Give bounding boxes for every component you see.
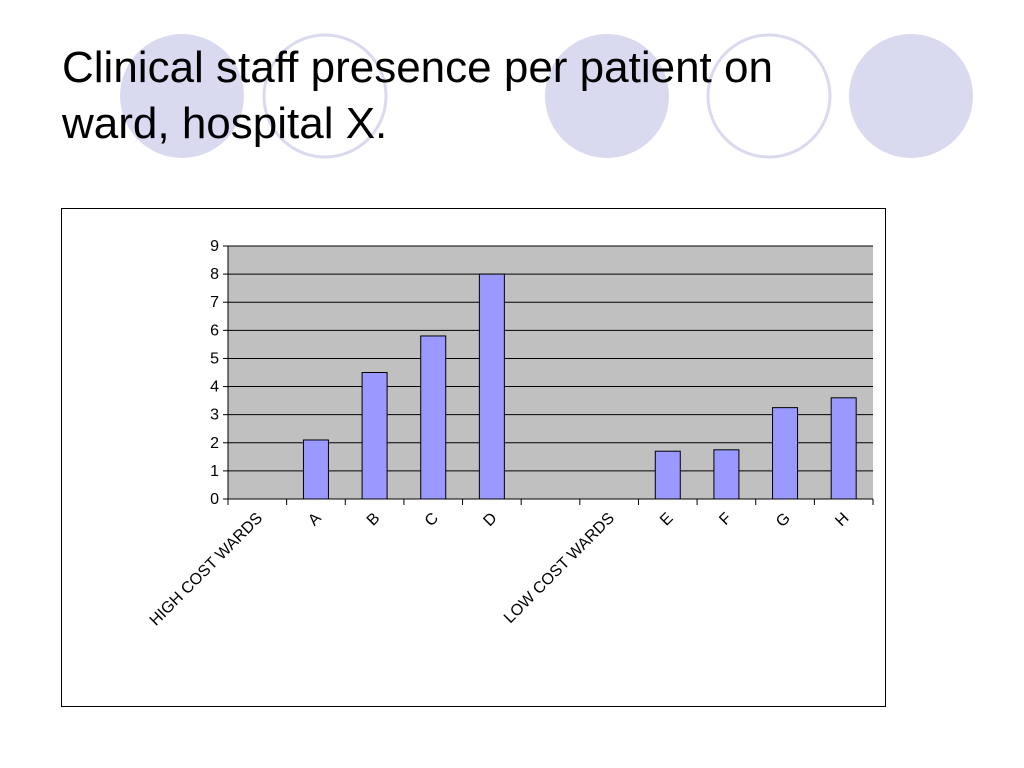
y-tick-label-9: 9 [210,238,219,255]
bar-7 [654,450,681,500]
chart-frame: 0 1 2 3 4 5 6 7 8 9 HIGH COST WARDS A B C D LOW COST WA… [61,208,886,707]
x-tick-label-2: B [364,510,384,530]
bar-2 [361,372,388,500]
x-tick-label-8: F [716,510,735,529]
y-tick-label-2: 2 [210,435,219,452]
y-tick-label-6: 6 [210,322,219,339]
bar-9 [772,407,799,500]
x-tick-label-6: LOW COST WARDS [501,510,618,627]
x-tick-label-3: C [422,510,442,530]
deco-circle-4 [706,33,832,159]
bar-10 [830,397,857,500]
plot-area [228,246,873,499]
deco-circle-2 [262,33,388,159]
x-tick-label-0: HIGH COST WARDS [147,510,267,630]
bar-8 [713,449,740,500]
slide-title: Clinical staff presence per patient on w… [62,43,773,148]
bar-4 [478,273,505,500]
bar-chart: 0 1 2 3 4 5 6 7 8 9 HIGH COST WARDS A B C D LOW COST WA… [147,238,874,630]
y-tick-label-0: 0 [210,491,219,508]
x-tick-label-4: D [480,510,500,530]
deco-circle-1 [120,34,244,158]
x-tick-label-10: H [832,510,852,530]
y-tick-label-7: 7 [210,294,219,311]
decorative-circles [120,33,973,159]
y-tick-label-5: 5 [210,350,219,367]
x-tick-label-1: A [305,510,325,530]
x-tick-label-9: G [773,510,794,531]
y-tick-label-3: 3 [210,407,219,424]
y-tick-label-4: 4 [210,379,219,396]
y-tick-label-1: 1 [210,463,219,480]
y-tick-label-8: 8 [210,266,219,283]
bar-3 [420,335,447,500]
bar-1 [302,439,329,500]
deco-circle-5 [849,34,973,158]
x-tick-label-7: E [657,510,677,530]
deco-circle-3 [545,34,669,158]
